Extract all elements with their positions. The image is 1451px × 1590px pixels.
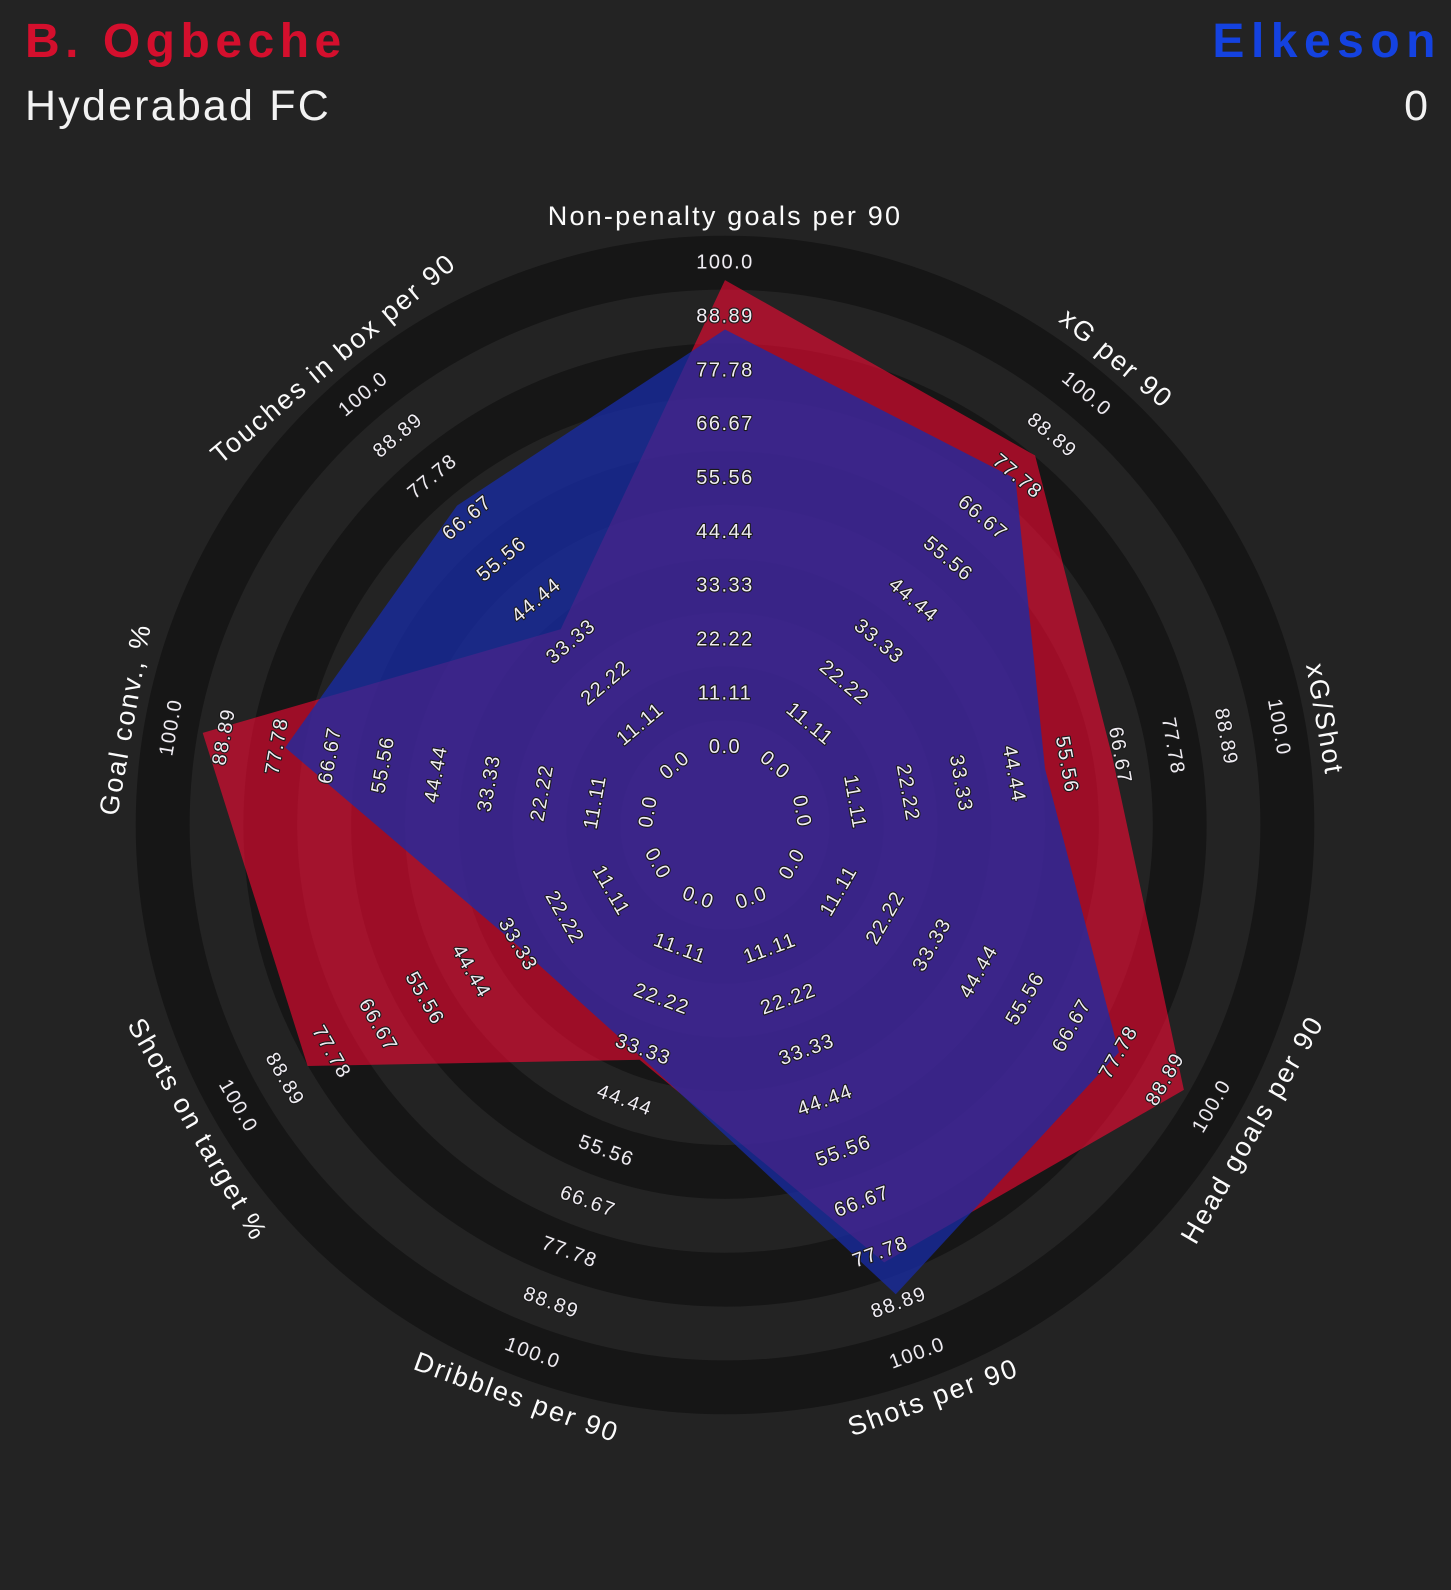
svg-text:0: 0 — [1404, 82, 1428, 130]
svg-text:100.0: 100.0 — [696, 252, 754, 274]
svg-text:77.78: 77.78 — [696, 359, 754, 381]
svg-text:88.89: 88.89 — [696, 306, 754, 328]
svg-text:22.22: 22.22 — [696, 629, 754, 651]
svg-text:44.44: 44.44 — [696, 521, 754, 543]
svg-text:Non-penalty goals per 90: Non-penalty goals per 90 — [548, 201, 903, 231]
svg-text:11.11: 11.11 — [698, 682, 753, 704]
svg-text:66.67: 66.67 — [696, 413, 754, 435]
svg-text:55.56: 55.56 — [696, 467, 754, 489]
svg-text:0.0: 0.0 — [709, 736, 741, 758]
svg-text:B. Ogbeche: B. Ogbeche — [25, 15, 347, 68]
svg-text:Hyderabad FC: Hyderabad FC — [25, 82, 331, 130]
svg-text:33.33: 33.33 — [696, 575, 754, 597]
svg-text:Elkeson: Elkeson — [1212, 15, 1442, 68]
